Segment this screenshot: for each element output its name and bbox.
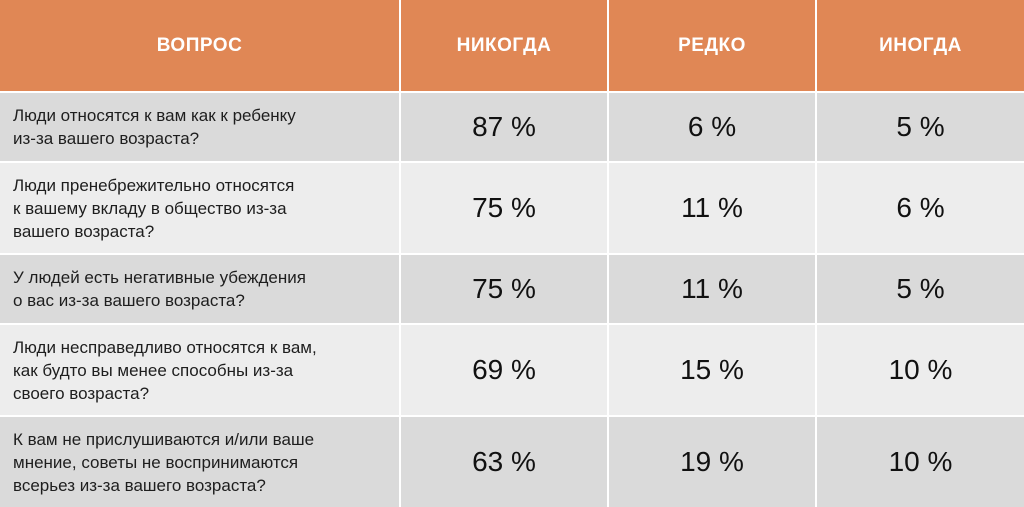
question-text: Люди относятся к вам как к ребенку из-за… [13,106,296,148]
question-cell: У людей есть негативные убеждения о вас … [0,253,400,324]
question-cell: Люди относятся к вам как к ребенку из-за… [0,91,400,162]
table-header-row: ВОПРОС НИКОГДА РЕДКО ИНОГДА [0,0,1024,92]
table-row: Люди пренебрежительно относятся к вашему… [0,161,1024,254]
rarely-value: 15 % [607,323,816,416]
header-never: НИКОГДА [399,0,608,92]
table-row: Люди относятся к вам как к ребенку из-за… [0,91,1024,162]
question-text: Люди пренебрежительно относятся к вашему… [13,175,295,241]
table-row: У людей есть негативные убеждения о вас … [0,253,1024,324]
sometimes-value: 5 % [815,253,1024,324]
never-value: 69 % [399,323,608,416]
sometimes-value: 5 % [815,91,1024,162]
rarely-value: 11 % [607,161,816,254]
question-text: К вам не прислушиваются и/или ваше мнени… [13,429,315,495]
rarely-value: 11 % [607,253,816,324]
sometimes-value: 6 % [815,161,1024,254]
never-value: 75 % [399,253,608,324]
header-rarely: РЕДКО [607,0,816,92]
question-cell: К вам не прислушиваются и/или ваше мнени… [0,415,400,507]
table-row: Люди несправедливо относятся к вам, как … [0,323,1024,416]
header-question: ВОПРОС [0,0,400,92]
never-value: 75 % [399,161,608,254]
never-value: 87 % [399,91,608,162]
never-value: 63 % [399,415,608,507]
question-cell: Люди пренебрежительно относятся к вашему… [0,161,400,254]
question-text: У людей есть негативные убеждения о вас … [13,268,306,310]
rarely-value: 6 % [607,91,816,162]
question-cell: Люди несправедливо относятся к вам, как … [0,323,400,416]
sometimes-value: 10 % [815,323,1024,416]
table-row: К вам не прислушиваются и/или ваше мнени… [0,415,1024,507]
question-text: Люди несправедливо относятся к вам, как … [13,337,317,403]
header-sometimes: ИНОГДА [815,0,1024,92]
rarely-value: 19 % [607,415,816,507]
sometimes-value: 10 % [815,415,1024,507]
